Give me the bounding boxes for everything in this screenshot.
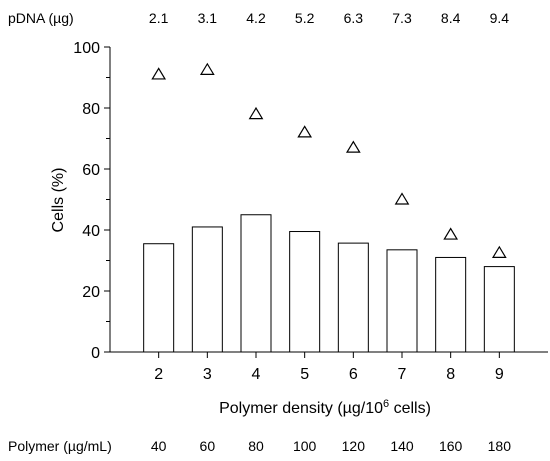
x-tick-label: 8 — [446, 366, 455, 383]
bottom-row-value: 40 — [151, 438, 167, 454]
y-tick-label: 40 — [82, 223, 100, 240]
triangle-marker — [345, 140, 361, 153]
y-tick-label: 80 — [82, 101, 100, 118]
x-tick-label: 5 — [300, 366, 309, 383]
bars-group — [143, 214, 515, 353]
bottom-row-value: 140 — [390, 438, 414, 454]
x-ticks-group: 2 3 4 5 6 7 8 9 — [154, 352, 504, 383]
y-tick-label: 20 — [82, 284, 100, 301]
bottom-row-label: Polymer (µg/mL) — [8, 438, 112, 454]
bottom-row-value: 60 — [200, 438, 216, 454]
triangle-marker — [151, 67, 167, 80]
bar — [191, 226, 223, 353]
y-tick-label: 100 — [73, 40, 100, 57]
triangle-marker — [248, 106, 264, 120]
top-row-value: 5.2 — [295, 10, 315, 26]
x-axis-label: Polymer density (µg/106 cells) — [219, 398, 431, 417]
x-tick-label: 4 — [252, 366, 261, 383]
bar — [483, 266, 515, 353]
triangle-marker — [443, 227, 459, 240]
top-row-group: 2.1 3.1 4.2 5.2 6.3 7.3 8.4 9.4 — [149, 10, 509, 26]
bottom-row-group: 40 60 80 100 120 140 160 180 — [151, 438, 511, 454]
y-ticks-group: 0 20 40 60 80 100 — [73, 40, 110, 362]
x-tick-label: 3 — [203, 366, 212, 383]
bottom-row-value: 180 — [488, 438, 512, 454]
bottom-row-value: 160 — [439, 438, 463, 454]
bar — [143, 243, 175, 353]
bar — [337, 242, 369, 353]
bar — [289, 231, 321, 353]
top-row-value: 3.1 — [198, 10, 218, 26]
bottom-row-value: 120 — [342, 438, 366, 454]
markers-group — [151, 62, 507, 258]
bar — [386, 249, 418, 353]
top-row-value: 8.4 — [441, 10, 461, 26]
top-row-value: 2.1 — [149, 10, 169, 26]
bar — [435, 256, 467, 353]
x-tick-label: 9 — [495, 366, 504, 383]
y-tick-label: 0 — [91, 345, 100, 362]
bottom-row-value: 80 — [248, 438, 264, 454]
triangle-marker — [491, 245, 507, 258]
triangle-marker — [297, 125, 313, 138]
x-tick-label: 2 — [154, 366, 163, 383]
top-row-value: 7.3 — [392, 10, 412, 26]
triangle-marker — [199, 62, 215, 75]
x-tick-label: 6 — [349, 366, 358, 383]
y-tick-label: 60 — [82, 162, 100, 179]
top-row-label: pDNA (µg) — [8, 10, 74, 26]
top-row-value: 6.3 — [344, 10, 364, 26]
x-tick-label: 7 — [398, 366, 407, 383]
bottom-row-value: 100 — [293, 438, 317, 454]
y-axis-label: Cells (%) — [50, 168, 67, 233]
top-row-value: 4.2 — [246, 10, 266, 26]
bar — [240, 214, 272, 353]
axes-group — [109, 47, 548, 353]
top-row-value: 9.4 — [490, 10, 510, 26]
triangle-marker — [394, 192, 410, 205]
